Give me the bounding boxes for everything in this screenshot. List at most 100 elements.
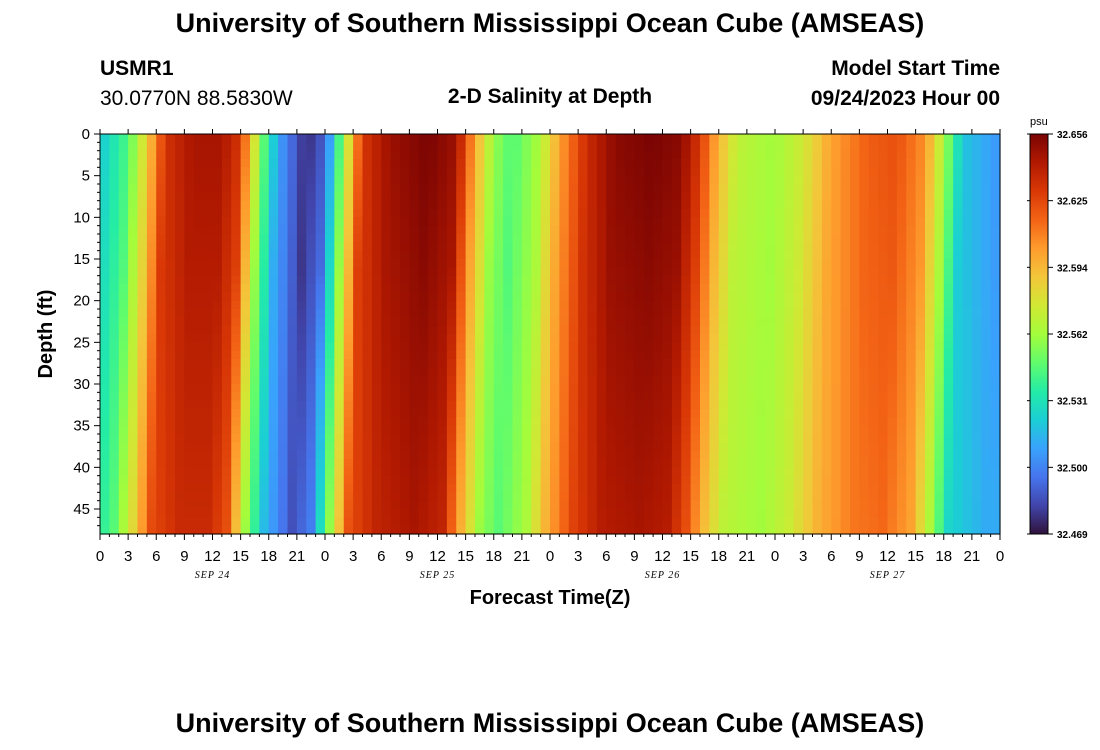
heatmap-cell xyxy=(906,342,917,352)
heatmap-cell xyxy=(700,200,710,210)
heatmap-cell xyxy=(193,267,204,277)
heatmap-cell xyxy=(775,400,785,410)
heatmap-cell xyxy=(118,284,129,293)
heatmap-cell xyxy=(503,425,514,435)
heatmap-cell xyxy=(184,234,195,243)
heatmap-cell xyxy=(287,492,298,502)
heatmap-cell xyxy=(606,267,617,277)
heatmap-cell xyxy=(540,217,551,227)
heatmap-cell xyxy=(156,192,167,202)
heatmap-cell xyxy=(709,175,720,185)
heatmap-cell xyxy=(231,450,242,460)
heatmap-cell xyxy=(775,225,785,235)
heatmap-cell xyxy=(634,275,645,285)
heatmap-cell xyxy=(550,159,560,168)
heatmap-cell xyxy=(559,242,570,252)
heatmap-cell xyxy=(400,175,410,185)
heatmap-cell xyxy=(887,342,898,352)
heatmap-cell xyxy=(221,250,232,260)
heatmap-cell xyxy=(512,217,523,227)
heatmap-cell xyxy=(896,350,907,360)
heatmap-cell xyxy=(587,375,598,385)
heatmap-cell xyxy=(596,392,607,402)
heatmap-cell xyxy=(653,525,664,535)
heatmap-cell xyxy=(287,300,298,310)
heatmap-cell xyxy=(165,509,176,518)
heatmap-cell xyxy=(634,467,645,477)
heatmap-cell xyxy=(737,475,748,485)
heatmap-cell xyxy=(700,225,710,235)
heatmap-cell xyxy=(531,392,542,402)
heatmap-cell xyxy=(953,192,964,202)
heatmap-cell xyxy=(953,425,964,435)
heatmap-cell xyxy=(493,192,504,202)
heatmap-cell xyxy=(278,250,289,260)
heatmap-cell xyxy=(400,209,410,218)
heatmap-cell xyxy=(109,367,120,377)
heatmap-cell xyxy=(596,142,607,152)
heatmap-cell xyxy=(540,467,551,477)
heatmap-cell xyxy=(821,525,832,535)
heatmap-cell xyxy=(418,184,429,193)
heatmap-cell xyxy=(409,350,420,360)
heatmap-cell xyxy=(137,492,148,502)
heatmap-cell xyxy=(203,267,214,277)
heatmap-cell xyxy=(109,317,120,327)
heatmap-cell xyxy=(775,142,785,152)
heatmap-cell xyxy=(128,259,139,268)
heatmap-cell xyxy=(531,492,542,502)
heatmap-cell xyxy=(296,259,307,268)
heatmap-cell xyxy=(446,259,457,268)
heatmap-cell xyxy=(746,434,757,443)
heatmap-cell xyxy=(315,434,326,443)
heatmap-cell xyxy=(381,259,392,268)
heatmap-cell xyxy=(400,342,410,352)
heatmap-cell xyxy=(896,517,907,527)
heatmap-cell xyxy=(512,350,523,360)
heatmap-cell xyxy=(850,292,860,302)
heatmap-cell xyxy=(165,184,176,193)
heatmap-cell xyxy=(446,250,457,260)
heatmap-cell xyxy=(925,475,935,485)
heatmap-cell xyxy=(428,417,439,427)
heatmap-cell xyxy=(859,442,870,452)
heatmap-cell xyxy=(250,275,260,285)
heatmap-cell xyxy=(606,492,617,502)
heatmap-cell xyxy=(175,342,185,352)
heatmap-cell xyxy=(990,317,1001,327)
heatmap-cell xyxy=(700,150,710,160)
heatmap-cell xyxy=(793,234,804,243)
heatmap-cell xyxy=(137,159,148,168)
heatmap-cell xyxy=(953,500,964,510)
heatmap-cell xyxy=(765,184,776,193)
heatmap-cell xyxy=(887,184,898,193)
heatmap-cell xyxy=(137,242,148,252)
heatmap-cell xyxy=(325,300,335,310)
heatmap-cell xyxy=(484,267,495,277)
heatmap-cell xyxy=(643,384,654,393)
heatmap-cell xyxy=(146,300,157,310)
heatmap-cell xyxy=(981,467,992,477)
heatmap-cell xyxy=(409,442,420,452)
heatmap-cell xyxy=(746,367,757,377)
heatmap-cell xyxy=(362,150,373,160)
heatmap-cell xyxy=(437,525,448,535)
heatmap-cell xyxy=(193,200,204,210)
heatmap-cell xyxy=(878,292,889,302)
heatmap-cell xyxy=(343,192,354,202)
heatmap-cell xyxy=(578,234,589,243)
heatmap-cell xyxy=(915,175,926,185)
heatmap-cell xyxy=(362,517,373,527)
heatmap-cell xyxy=(512,442,523,452)
heatmap-cell xyxy=(475,384,485,393)
heatmap-cell xyxy=(737,434,748,443)
heatmap-cell xyxy=(550,334,560,343)
heatmap-cell xyxy=(325,217,335,227)
heatmap-cell xyxy=(803,400,814,410)
heatmap-cell xyxy=(671,142,682,152)
heatmap-cell xyxy=(615,159,626,168)
heatmap-cell xyxy=(390,450,401,460)
heatmap-cell xyxy=(156,300,167,310)
heatmap-cell xyxy=(437,150,448,160)
heatmap-cell xyxy=(803,509,814,518)
